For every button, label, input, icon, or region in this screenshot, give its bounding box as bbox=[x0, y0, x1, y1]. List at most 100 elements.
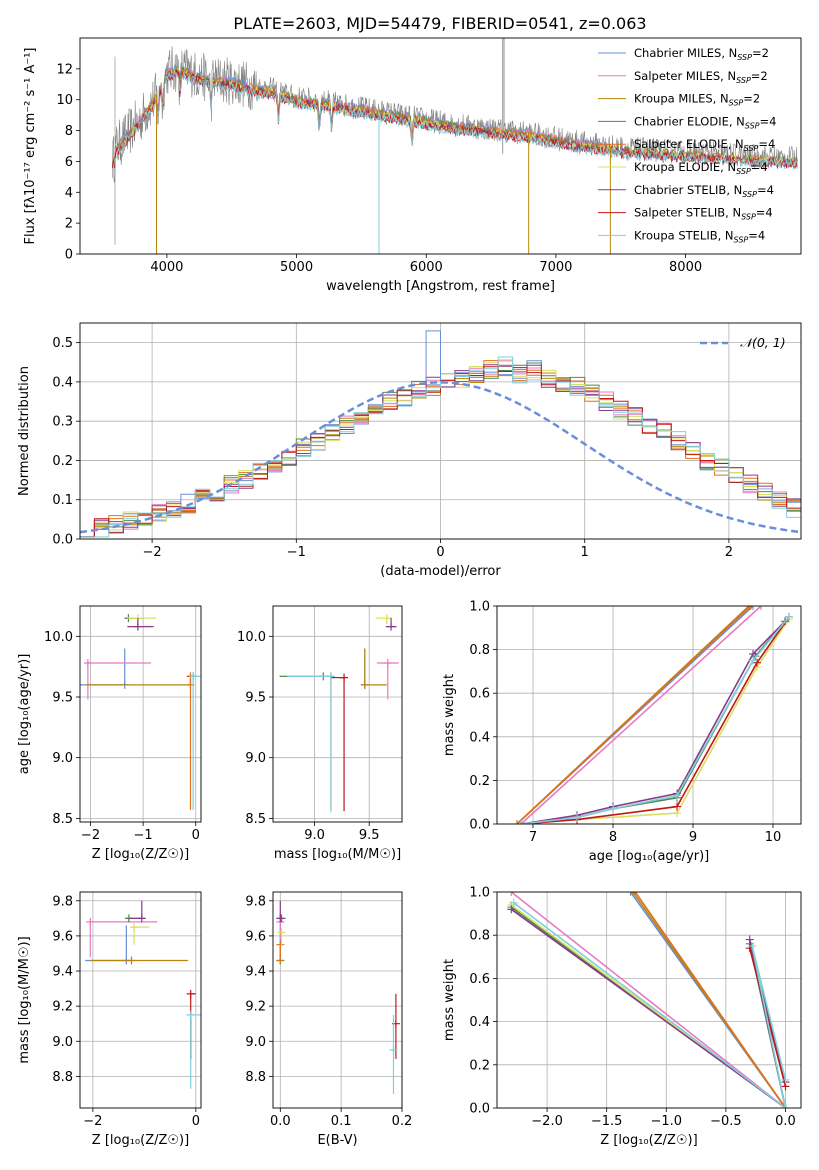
weight-marker bbox=[626, 892, 635, 896]
y-tick-label: 9.0 bbox=[52, 1035, 73, 1050]
y-tick-label: 9.5 bbox=[52, 691, 73, 706]
x-tick-label: 8 bbox=[609, 830, 617, 845]
x-axis-label: age [log₁₀(age/yr)] bbox=[589, 849, 710, 864]
y-tick-label: 4 bbox=[65, 186, 73, 201]
panel-age-vs-Z: −2 −1 0 8.5 9.0 9.5 10.0 Z [log₁₀(Z/Z☉)] age [lo… bbox=[17, 605, 202, 862]
model-spectrum bbox=[112, 70, 798, 170]
plot-area bbox=[279, 614, 399, 813]
x-tick-label: 0 bbox=[192, 1114, 200, 1129]
legend-subscript: SSP bbox=[736, 167, 751, 176]
weight-marker bbox=[745, 935, 754, 944]
y-tick-label: 0 bbox=[65, 248, 73, 263]
y-tick-label: 0.4 bbox=[469, 730, 490, 745]
plot-area bbox=[513, 606, 793, 824]
panel-mass-vs-Z: −2 0 8.8 9.0 9.2 9.4 9.6 9.8 Z [log₁₀(Z/Z☉)] mass… bbox=[17, 891, 202, 1148]
x-tick-label: −1 bbox=[287, 545, 306, 560]
weight-marker bbox=[673, 791, 681, 800]
x-axis-label: Z [log₁₀(Z/Z☉)] bbox=[600, 1133, 697, 1148]
data-point bbox=[83, 659, 92, 668]
y-axis-label: mass [log₁₀(M/M☉)] bbox=[17, 936, 32, 1063]
y-tick-label: 6 bbox=[65, 155, 73, 170]
legend-label: Kroupa ELODIE, NSSP=4 bbox=[634, 160, 768, 176]
weight-marker bbox=[745, 606, 753, 610]
weight-marker bbox=[573, 813, 581, 822]
weight-marker bbox=[749, 656, 757, 665]
x-axis-label: E(B-V) bbox=[317, 1133, 357, 1148]
legend-label: Kroupa STELIB, NSSP=4 bbox=[634, 228, 765, 244]
x-tick-label: 6000 bbox=[410, 260, 443, 275]
data-point bbox=[127, 956, 136, 965]
model-spectrum bbox=[111, 68, 798, 169]
x-tick-label: 7000 bbox=[539, 260, 572, 275]
model-spectrum bbox=[112, 66, 798, 167]
x-tick-label: −1 bbox=[134, 828, 153, 843]
y-tick-label: 0.0 bbox=[469, 818, 490, 833]
data-point bbox=[276, 940, 285, 949]
x-tick-label: 0.1 bbox=[331, 1114, 352, 1129]
x-axis-label: wavelength [Angstrom, rest frame] bbox=[326, 279, 555, 294]
weight-marker bbox=[631, 892, 640, 896]
data-point bbox=[133, 622, 142, 631]
axes-frame bbox=[79, 322, 802, 540]
y-tick-label: 10.0 bbox=[44, 630, 73, 645]
weight-marker bbox=[507, 905, 516, 914]
y-axis-label: mass weight bbox=[442, 674, 457, 756]
data-point bbox=[130, 923, 139, 932]
y-tick-label: 0.0 bbox=[469, 1102, 490, 1117]
x-tick-label: 4000 bbox=[150, 260, 183, 275]
y-tick-label: 9.2 bbox=[52, 1000, 73, 1015]
data-point bbox=[360, 680, 369, 689]
y-tick-label: 1.0 bbox=[469, 600, 490, 615]
histogram-step bbox=[425, 330, 441, 382]
y-tick-label: 9.4 bbox=[245, 965, 266, 980]
weight-marker bbox=[746, 606, 755, 610]
legend-subscript: SSP bbox=[744, 144, 759, 153]
y-tick-label: 9.8 bbox=[245, 894, 266, 909]
x-tick-label: 9 bbox=[689, 830, 697, 845]
y-tick-label: 9.0 bbox=[52, 751, 73, 766]
legend-suffix: =4 bbox=[756, 206, 773, 220]
panel-spectrum: 4000 5000 6000 7000 8000 0 2 4 6 8 10 12 wavelength … bbox=[23, 37, 802, 294]
plot-area bbox=[85, 900, 201, 1089]
legend-suffix: =4 bbox=[751, 160, 768, 174]
axes-frame bbox=[272, 891, 403, 1109]
y-tick-label: 0.6 bbox=[469, 687, 490, 702]
panel-mass-weight-vs-age: 7 8 9 10 0.0 0.2 0.4 0.6 0.8 1.0 age [log₁₀(age/yr… bbox=[442, 600, 802, 864]
legend: 𝒩(0, 1) bbox=[700, 335, 786, 350]
y-tick-label: 1.0 bbox=[469, 886, 490, 901]
x-tick-label: −1.0 bbox=[650, 1114, 682, 1129]
y-tick-label: 0.8 bbox=[469, 643, 490, 658]
plot-area bbox=[80, 330, 801, 538]
x-tick-label: −0.5 bbox=[710, 1114, 742, 1129]
data-point bbox=[387, 622, 396, 631]
data-point bbox=[276, 914, 285, 923]
panel-age-vs-mass: 9.0 9.5 8.5 9.0 9.5 10.0 mass [log₁₀(M/M☉)] bbox=[237, 605, 403, 862]
legend-subscript: SSP bbox=[742, 190, 757, 199]
legend-subscript: SSP bbox=[745, 121, 760, 130]
weight-marker bbox=[513, 820, 521, 824]
y-tick-label: 0.5 bbox=[52, 336, 73, 351]
weight-line bbox=[520, 620, 786, 824]
weight-line bbox=[516, 606, 752, 824]
legend-suffix: =4 bbox=[758, 137, 775, 151]
weight-line bbox=[520, 606, 762, 824]
legend-suffix: =4 bbox=[748, 228, 765, 242]
weight-line bbox=[520, 616, 790, 824]
x-tick-label: 8000 bbox=[669, 260, 702, 275]
x-tick-label: −2 bbox=[81, 828, 100, 843]
plot-area bbox=[276, 900, 400, 1094]
y-tick-label: 0.4 bbox=[52, 375, 73, 390]
data-point bbox=[340, 673, 349, 682]
y-tick-label: 2 bbox=[65, 217, 73, 232]
x-tick-label: 0 bbox=[436, 545, 444, 560]
legend-suffix: =2 bbox=[751, 69, 768, 83]
plot-area bbox=[80, 614, 201, 810]
y-tick-label: 8.8 bbox=[52, 1070, 73, 1085]
legend-subscript: SSP bbox=[729, 99, 744, 108]
weight-marker bbox=[781, 1104, 790, 1108]
panel-mass-weight-vs-Z: −2.0 −1.5 −1.0 −0.5 0.0 0.0 0.2 0.4 0.6 0.8 1.0 Z [… bbox=[442, 886, 802, 1148]
data-point bbox=[137, 914, 146, 923]
panel-mass-vs-ebv: 0.0 0.1 0.2 8.8 9.0 9.2 9.4 9.6 9.8 E(B-V) bbox=[245, 891, 413, 1148]
x-tick-label: 0.2 bbox=[392, 1114, 413, 1129]
y-axis-label: Normed distribution bbox=[17, 366, 32, 496]
